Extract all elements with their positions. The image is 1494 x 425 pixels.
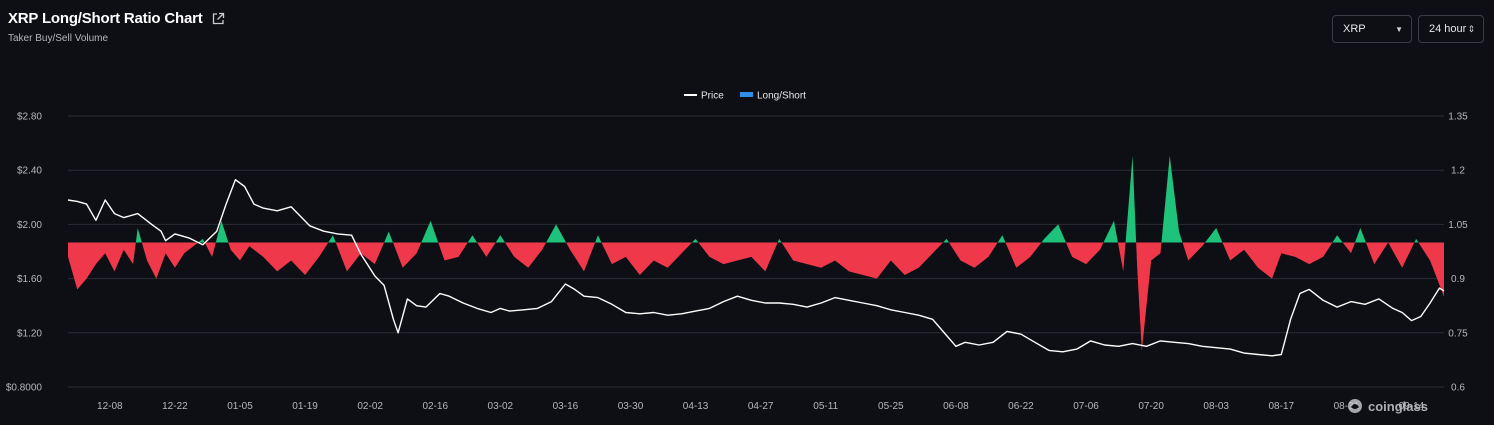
x-tick-label: 06-08 xyxy=(943,401,969,412)
y-left-tick-label: $2.80 xyxy=(17,112,42,123)
y-right-tick-label: 0.75 xyxy=(1448,328,1468,339)
y-right-tick-label: 0.6 xyxy=(1451,383,1465,394)
y-right-tick-label: 0.9 xyxy=(1451,274,1465,285)
x-tick-label: 02-02 xyxy=(357,401,383,412)
chart-header: XRP Long/Short Ratio Chart Taker Buy/Sel… xyxy=(8,10,225,44)
legend-long-short-label: Long/Short xyxy=(757,91,806,102)
x-tick-label: 07-06 xyxy=(1073,401,1099,412)
y-left-tick-label: $1.20 xyxy=(17,328,42,339)
x-tick-label: 08-03 xyxy=(1203,401,1229,412)
y-right-tick-label: 1.35 xyxy=(1448,112,1468,123)
page-title: XRP Long/Short Ratio Chart xyxy=(8,10,203,27)
price-series-line xyxy=(67,179,1445,357)
x-tick-label: 03-02 xyxy=(488,401,514,412)
chart-controls: XRP ▼ 24 hour ⇕ xyxy=(1332,15,1484,43)
x-tick-label: 07-20 xyxy=(1138,401,1164,412)
x-tick-label: 02-16 xyxy=(422,401,448,412)
y-left-tick-label: $0.8000 xyxy=(6,383,43,394)
x-tick-label: 04-13 xyxy=(683,401,709,412)
x-tick-label: 08-31 xyxy=(1334,401,1360,412)
y-left-tick-label: $2.40 xyxy=(17,166,42,177)
y-right-tick-label: 1.05 xyxy=(1448,220,1468,231)
x-tick-label: 05-11 xyxy=(813,401,838,412)
page-subtitle: Taker Buy/Sell Volume xyxy=(8,33,109,44)
x-tick-label: 08-17 xyxy=(1269,401,1295,412)
x-tick-label: 12-22 xyxy=(162,401,188,412)
x-tick-label: 09-14 xyxy=(1399,401,1425,412)
interval-select-value: 24 hour xyxy=(1429,23,1467,35)
coinglass-logo-icon xyxy=(1348,399,1362,413)
x-tick-label: 05-25 xyxy=(878,401,904,412)
symbol-select-value: XRP xyxy=(1343,23,1366,35)
interval-select[interactable]: 24 hour ⇕ xyxy=(1418,15,1484,43)
x-tick-label: 06-22 xyxy=(1008,401,1034,412)
x-tick-label: 12-08 xyxy=(97,401,123,412)
coinglass-watermark: coinglass xyxy=(1346,397,1428,415)
x-tick-label: 01-05 xyxy=(227,401,253,412)
legend-long-short-swatch xyxy=(740,92,753,97)
y-left-tick-label: $2.00 xyxy=(17,220,42,231)
y-right-tick-label: 1.2 xyxy=(1451,166,1465,177)
long-short-area-below xyxy=(68,242,1444,351)
x-tick-label: 04-27 xyxy=(748,401,774,412)
x-tick-label: 03-30 xyxy=(618,401,644,412)
external-link-icon[interactable] xyxy=(211,12,225,26)
watermark-text: coinglass xyxy=(1368,398,1428,414)
caret-down-icon: ▼ xyxy=(1395,24,1403,34)
x-tick-label: 03-16 xyxy=(553,401,579,412)
y-left-tick-label: $1.60 xyxy=(17,274,42,285)
caret-up-down-icon: ⇕ xyxy=(1467,23,1475,34)
symbol-select[interactable]: XRP ▼ xyxy=(1332,15,1412,43)
legend-price-label: Price xyxy=(701,91,724,102)
x-tick-label: 01-19 xyxy=(292,401,318,412)
